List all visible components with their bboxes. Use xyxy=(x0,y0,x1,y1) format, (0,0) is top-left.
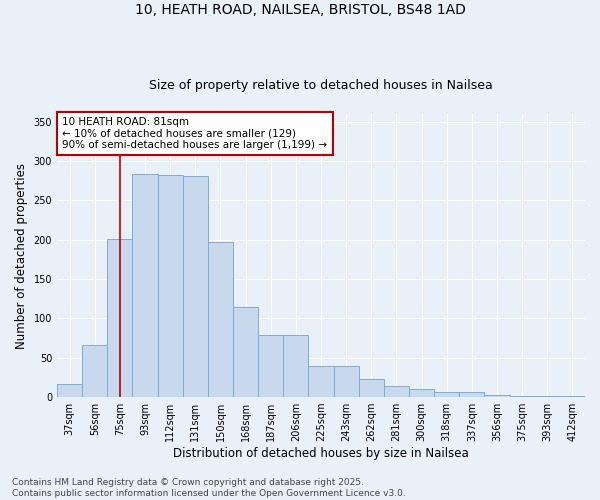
Bar xyxy=(183,176,208,397)
Bar xyxy=(283,335,308,397)
Bar xyxy=(233,306,258,397)
X-axis label: Distribution of detached houses by size in Nailsea: Distribution of detached houses by size … xyxy=(173,447,469,460)
Bar xyxy=(409,389,434,397)
Bar xyxy=(308,366,334,397)
Text: Contains HM Land Registry data © Crown copyright and database right 2025.
Contai: Contains HM Land Registry data © Crown c… xyxy=(12,478,406,498)
Bar xyxy=(133,174,158,397)
Bar xyxy=(258,335,283,397)
Bar xyxy=(158,174,183,397)
Bar xyxy=(459,392,484,397)
Bar xyxy=(384,386,409,397)
Text: 10, HEATH ROAD, NAILSEA, BRISTOL, BS48 1AD: 10, HEATH ROAD, NAILSEA, BRISTOL, BS48 1… xyxy=(134,2,466,16)
Bar xyxy=(57,384,82,397)
Text: 10 HEATH ROAD: 81sqm
← 10% of detached houses are smaller (129)
90% of semi-deta: 10 HEATH ROAD: 81sqm ← 10% of detached h… xyxy=(62,117,328,150)
Bar xyxy=(535,396,560,397)
Bar xyxy=(484,394,509,397)
Bar xyxy=(208,242,233,397)
Bar xyxy=(560,396,585,397)
Y-axis label: Number of detached properties: Number of detached properties xyxy=(15,162,28,348)
Bar xyxy=(509,396,535,397)
Title: Size of property relative to detached houses in Nailsea: Size of property relative to detached ho… xyxy=(149,79,493,92)
Bar xyxy=(359,379,384,397)
Bar xyxy=(334,366,359,397)
Bar xyxy=(82,345,107,397)
Bar xyxy=(434,392,459,397)
Bar xyxy=(107,239,133,397)
